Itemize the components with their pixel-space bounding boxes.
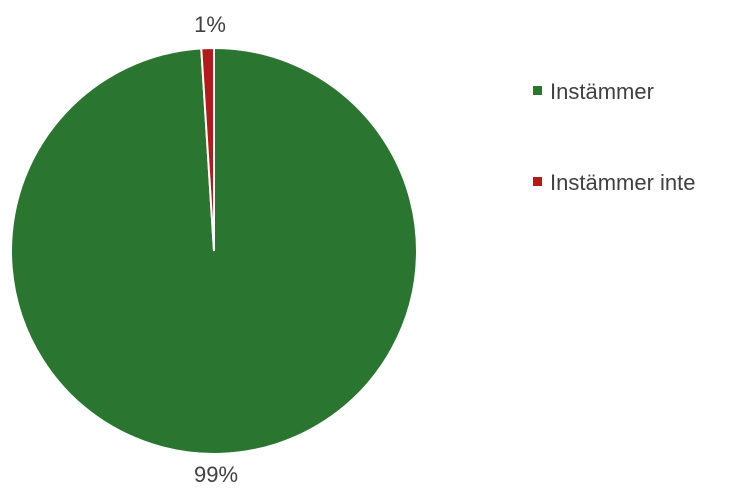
data-label-1: 99%	[194, 462, 238, 487]
legend-label-2: Instämmer inte	[550, 170, 696, 195]
legend: Instämmer Instämmer inte	[533, 79, 696, 195]
pie-slices	[10, 46, 419, 455]
legend-label-1: Instämmer	[550, 79, 654, 104]
legend-swatch-2	[533, 177, 542, 186]
legend-swatch-1	[533, 86, 542, 95]
data-labels: 99% 1%	[194, 12, 238, 487]
pie-slice-instammer-inte	[200, 46, 215, 252]
data-label-2: 1%	[194, 12, 226, 37]
